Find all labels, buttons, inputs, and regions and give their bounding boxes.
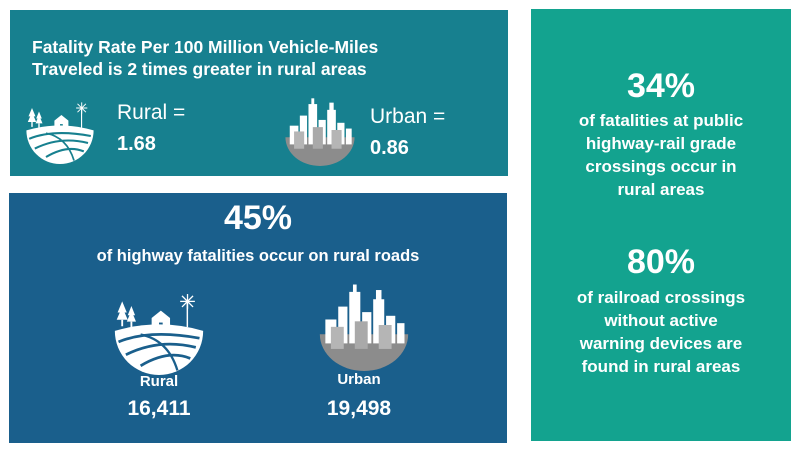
urban-rate-value: 0.86 bbox=[370, 137, 409, 159]
fatality-rate-panel: Fatality Rate Per 100 Million Vehicle-Mi… bbox=[10, 10, 508, 176]
fatality-rate-title: Fatality Rate Per 100 Million Vehicle-Mi… bbox=[32, 36, 492, 80]
stat1-line: rural areas bbox=[617, 180, 705, 199]
rural-farm-icon bbox=[109, 283, 209, 375]
urban-city-icon bbox=[280, 94, 360, 166]
stat2-line: found in rural areas bbox=[581, 357, 741, 376]
highway-rural-value: 16,411 bbox=[127, 397, 191, 420]
highway-percent: 45% bbox=[223, 199, 293, 237]
stat2-line: warning devices are bbox=[579, 334, 743, 353]
highway-fatalities-panel: 45% of highway fatalities occur on rural… bbox=[9, 193, 507, 443]
stat2-line: of railroad crossings bbox=[576, 288, 746, 307]
rural-farm-icon bbox=[20, 94, 100, 164]
highway-urban-value: 19,498 bbox=[326, 397, 392, 420]
stat2-line: without active bbox=[604, 311, 718, 330]
stat1-line: of fatalities at public bbox=[578, 111, 744, 130]
crossings-stat2-percent: 80% bbox=[626, 243, 696, 281]
rural-rate-label: Rural = bbox=[117, 101, 186, 124]
title-line-2: Traveled is 2 times greater in rural are… bbox=[32, 59, 367, 79]
crossings-stat1-text: of fatalities at public highway-rail gra… bbox=[541, 109, 781, 201]
urban-rate-label: Urban = bbox=[370, 105, 446, 128]
rail-crossings-panel: 34% of fatalities at public highway-rail… bbox=[531, 9, 791, 441]
highway-urban-label: Urban bbox=[337, 371, 381, 388]
highway-rural-label: Rural bbox=[139, 373, 179, 390]
stat1-line: highway-rail grade bbox=[585, 134, 737, 153]
crossings-stat2-text: of railroad crossings without active war… bbox=[541, 286, 781, 378]
title-line-1: Fatality Rate Per 100 Million Vehicle-Mi… bbox=[32, 37, 379, 57]
urban-city-icon bbox=[309, 279, 419, 371]
rural-rate-value: 1.68 bbox=[117, 133, 156, 155]
crossings-stat1-percent: 34% bbox=[626, 67, 696, 105]
stat1-line: crossings occur in bbox=[585, 157, 737, 176]
highway-description: of highway fatalities occur on rural roa… bbox=[96, 247, 420, 265]
